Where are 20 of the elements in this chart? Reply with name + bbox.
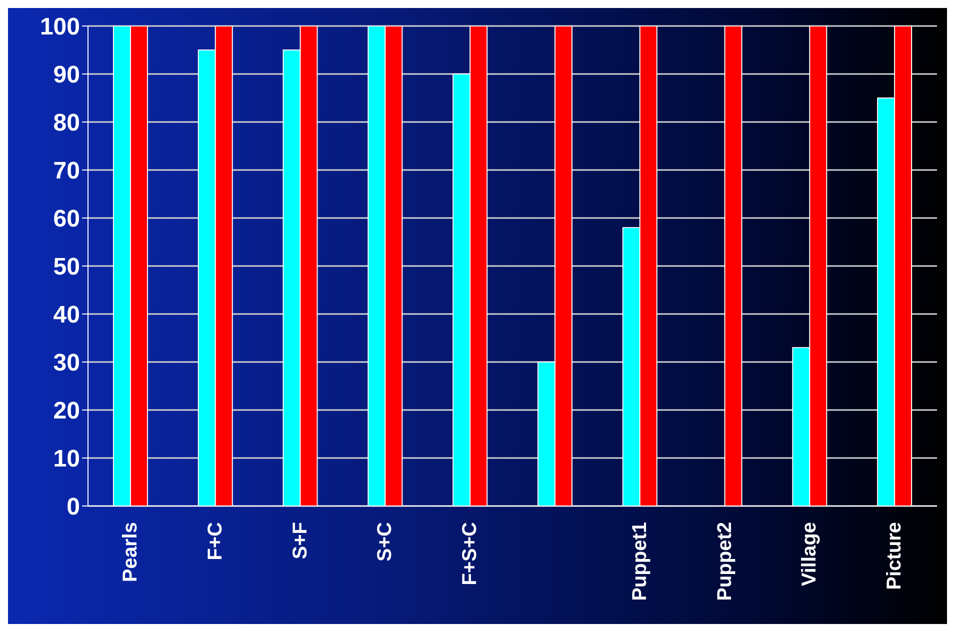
y-tick-label: 20: [53, 398, 80, 425]
y-tick-label: 100: [40, 14, 80, 41]
x-tick-label: Village: [798, 522, 821, 586]
y-tick-label: 0: [66, 494, 80, 521]
x-tick-label: Picture: [884, 522, 906, 590]
y-tick-label: 30: [53, 350, 80, 377]
y-tick-label: 40: [53, 302, 80, 329]
x-tick-label: Puppet1: [628, 522, 651, 601]
y-tick-label: 60: [53, 206, 80, 233]
x-tick-label: S+F: [289, 522, 312, 560]
x-tick-label: Puppet2: [714, 522, 736, 601]
x-tick-label: Pearls: [119, 522, 142, 582]
y-tick-label: 80: [53, 110, 80, 137]
y-tick-label: 50: [53, 254, 80, 281]
x-tick-label: F+S+C: [459, 522, 482, 586]
y-tick-label: 70: [53, 158, 80, 185]
x-tick-label: S+C: [374, 522, 396, 562]
x-tick-label: F+C: [204, 522, 226, 560]
y-tick-label: 10: [53, 446, 80, 473]
y-tick-label: 90: [53, 62, 80, 89]
